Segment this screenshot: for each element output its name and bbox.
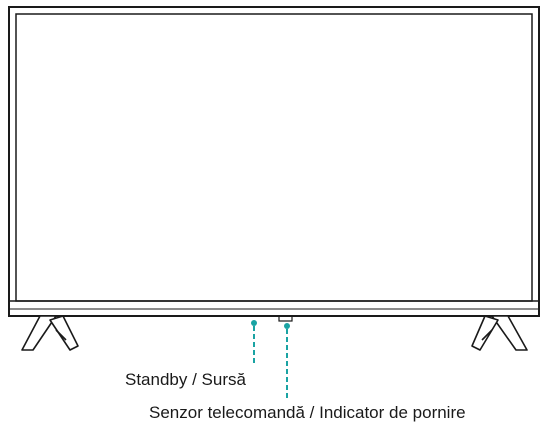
remote-sensor-label: Senzor telecomandă / Indicator de pornir… (149, 403, 466, 422)
tv-screen-icon (15, 13, 533, 302)
sensor-dot (284, 323, 290, 329)
tv-stand-left-icon (21, 315, 79, 351)
standby-source-label: Standby / Sursă (125, 370, 246, 389)
tv-bezel (8, 6, 540, 317)
tv-stand-right-icon (471, 315, 528, 351)
standby-button-dot (251, 320, 257, 326)
remote-sensor-housing (278, 315, 293, 322)
